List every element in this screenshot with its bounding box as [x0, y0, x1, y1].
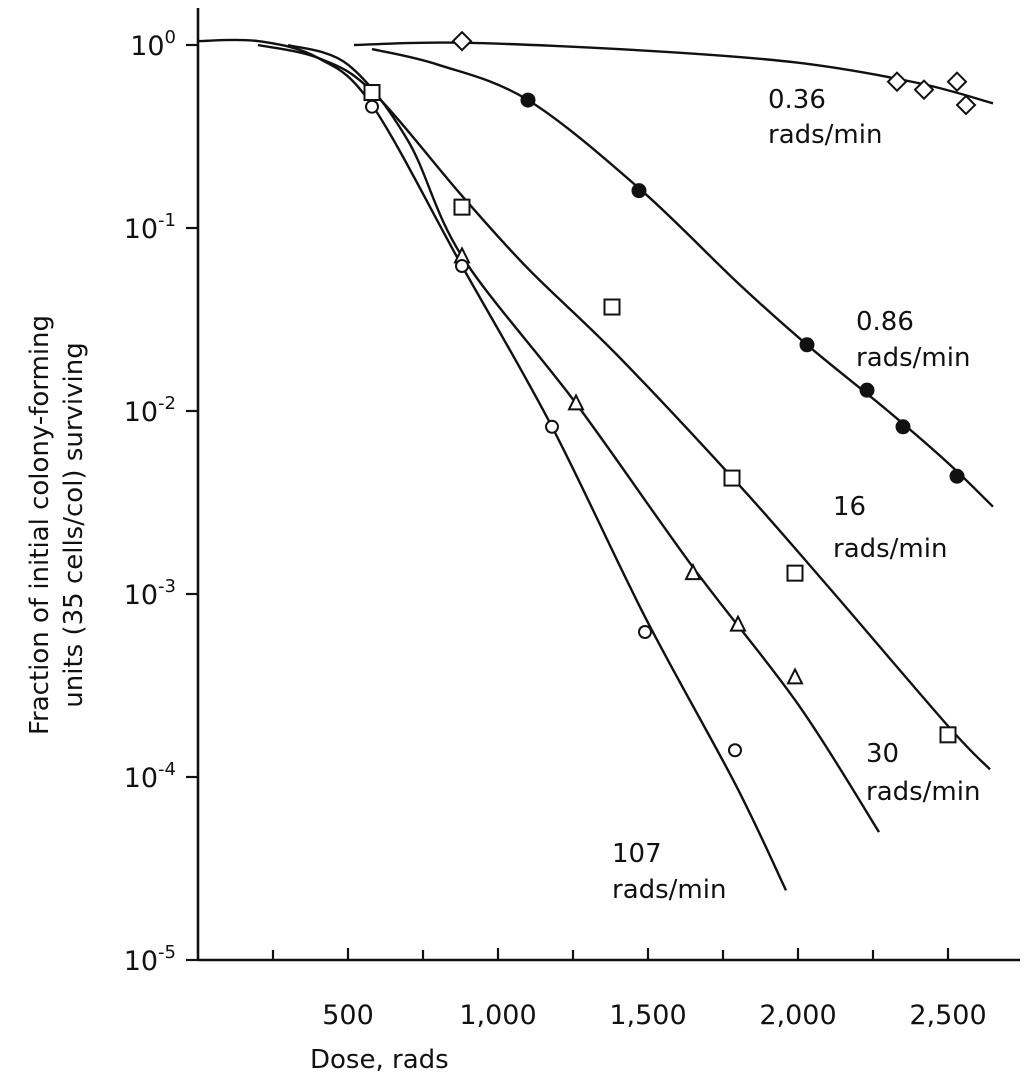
series-label-0.86-line1: 0.86: [856, 307, 914, 337]
series-label-107: 107 rads/min: [612, 839, 726, 905]
x-tick-label-1500: 1,500: [609, 1000, 686, 1031]
x-tick-label-2000: 2,000: [759, 1000, 836, 1031]
curve-107: [197, 38, 788, 891]
point-16-0: [363, 84, 381, 102]
series-label-30-line1: 30: [866, 739, 899, 769]
point-107-2: [545, 419, 559, 434]
series-label-30-line2: rads/min: [866, 777, 980, 807]
x-tick-label-1000: 1,000: [459, 1000, 536, 1031]
x-axis-title: Dose, rads: [310, 1045, 449, 1075]
point-16-4: [786, 564, 804, 582]
series-label-0.86: 0.86 rads/min: [856, 307, 970, 373]
series-label-0.36-line1: 0.36: [768, 85, 826, 115]
point-16-2: [603, 298, 621, 316]
y-tick-label--5: 10-5: [124, 942, 176, 977]
point-30-1: [567, 393, 585, 411]
series-label-16-line2: rads/min: [833, 534, 947, 564]
point-0.36-0: [451, 30, 473, 52]
markers-layer: [363, 30, 977, 758]
point-16-1: [453, 198, 471, 216]
point-107-4: [728, 743, 742, 758]
point-0.86-2: [799, 337, 815, 353]
y-axis-title-line2: units (35 cells/col) surviving: [59, 342, 89, 707]
x-tick-label-500: 500: [322, 1000, 374, 1031]
series-label-30: 30 rads/min: [866, 739, 980, 807]
curve-16: [257, 43, 991, 771]
x-tick-label-2500: 2,500: [909, 1000, 986, 1031]
y-ticks: 100 10-1 10-2 10-3 10-4 10-5: [124, 27, 198, 977]
x-ticks: 500 1,000 1,500 2,000 2,500: [271, 948, 987, 1031]
point-30-4: [786, 667, 804, 685]
series-label-16-line1: 16: [833, 492, 866, 522]
series-label-107-line2: rads/min: [612, 875, 726, 905]
point-0.36-4: [955, 94, 977, 116]
point-0.86-1: [631, 183, 647, 199]
point-16-3: [723, 469, 741, 487]
y-tick-label--4: 10-4: [124, 759, 176, 794]
y-tick-label--2: 10-2: [124, 393, 176, 428]
y-axis-title-line1: Fraction of initial colony-forming: [25, 315, 55, 735]
point-16-5: [939, 726, 957, 744]
point-0.86-3: [859, 382, 875, 398]
point-107-3: [638, 624, 652, 639]
series-label-0.86-line2: rads/min: [856, 343, 970, 373]
y-tick-label--1: 10-1: [124, 210, 176, 245]
y-axis-title: Fraction of initial colony-forming units…: [25, 315, 89, 735]
curve-0.86: [371, 47, 994, 508]
point-0.36-1: [886, 71, 908, 93]
point-107-0: [365, 99, 379, 114]
point-0.36-2: [913, 79, 935, 101]
curve-30: [287, 43, 881, 833]
series-label-16: 16 rads/min: [833, 492, 947, 564]
series-label-0.36: 0.36 rads/min: [768, 85, 882, 150]
point-0.86-0: [520, 92, 536, 108]
point-0.86-4: [895, 419, 911, 435]
point-0.86-5: [949, 468, 965, 484]
point-30-2: [684, 562, 702, 581]
series-label-0.36-line2: rads/min: [768, 120, 882, 150]
point-30-3: [729, 614, 747, 632]
series-label-107-line1: 107: [612, 839, 662, 869]
point-0.36-3: [946, 71, 968, 93]
point-107-1: [455, 258, 469, 273]
y-tick-label--3: 10-3: [124, 576, 176, 611]
y-tick-label-0: 100: [130, 27, 176, 62]
